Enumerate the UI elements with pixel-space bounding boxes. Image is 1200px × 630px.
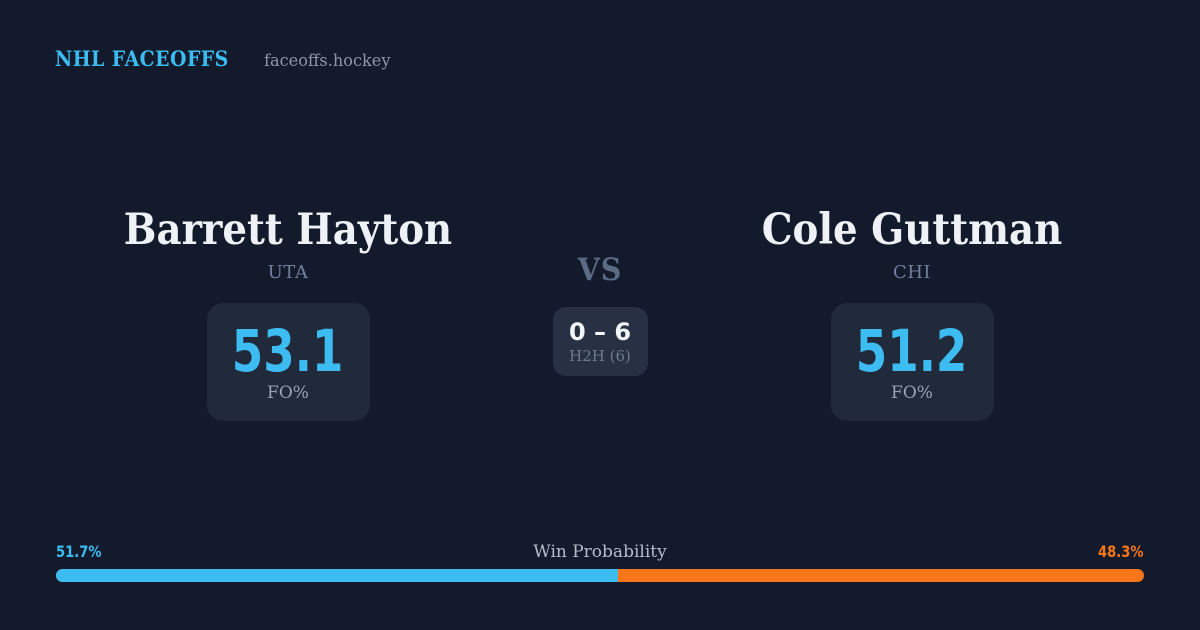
header: NHL FACEOFFS faceoffs.hockey [55,46,397,71]
right-probability: 48.3% [1098,542,1144,561]
h2h-card: 0 – 6 H2H (6) [552,307,648,376]
player-name: Barrett Hayton [123,205,453,255]
vs-label: VS [577,252,623,288]
win-probability-bar-left [56,569,619,582]
h2h-score: 0 – 6 [568,317,632,346]
brand-title: NHL FACEOFFS [55,46,229,71]
vs-section: VS 0 – 6 H2H (6) [500,252,700,376]
player-card-left: Barrett Hayton UTA 53.1 FO% [88,206,488,421]
player-name: Cole Guttman [761,205,1063,255]
stat-label: FO% [267,383,309,403]
left-probability: 51.7% [56,542,102,561]
win-probability-label: Win Probability [533,542,667,562]
win-probability-bar [56,569,1144,582]
win-probability-section: 51.7% Win Probability 48.3% [56,542,1144,562]
player-team: UTA [267,262,309,283]
stat-value: 53.1 [232,317,344,385]
stat-card: 53.1 FO% [206,303,370,421]
h2h-label: H2H (6) [569,346,631,365]
player-card-right: Cole Guttman CHI 51.2 FO% [712,206,1112,421]
stat-card: 51.2 FO% [830,303,994,421]
player-team: CHI [892,262,932,283]
stat-label: FO% [891,383,933,403]
stat-value: 51.2 [856,317,968,385]
brand-domain: faceoffs.hockey [264,51,391,71]
